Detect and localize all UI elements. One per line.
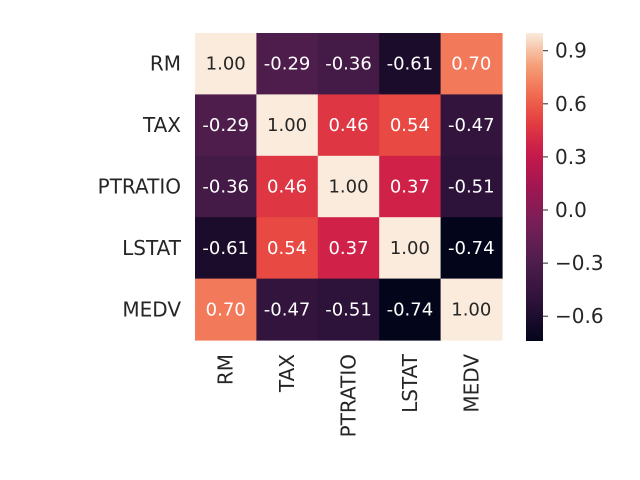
heatmap-cell-1-2 <box>317 94 380 157</box>
colorbar-tick-label-5: −0.6 <box>555 304 604 328</box>
heatmap-cell-4-0 <box>195 278 257 341</box>
row-label-1: TAX <box>142 113 181 137</box>
cell-annotation-4-0: 0.70 <box>206 299 246 320</box>
colorbar-tick-label-2: 0.3 <box>555 145 587 169</box>
heatmap-cell-2-4 <box>440 155 503 218</box>
heatmap-cell-3-2 <box>317 217 380 280</box>
cell-annotation-4-4: 1.00 <box>451 299 491 320</box>
heatmap-cell-3-0 <box>195 217 257 280</box>
heatmap-cell-3-3 <box>379 217 442 280</box>
row-label-3: LSTAT <box>122 236 182 260</box>
cell-annotation-4-3: -0.74 <box>387 299 434 320</box>
cell-annotation-3-0: -0.61 <box>202 238 249 259</box>
cell-annotation-3-3: 1.00 <box>390 238 430 259</box>
row-label-4: MEDV <box>122 297 181 321</box>
heatmap-cell-0-1 <box>256 33 319 95</box>
heatmap-cell-3-1 <box>256 217 319 280</box>
colorbar-gradient <box>526 33 543 341</box>
cell-annotation-2-0: -0.36 <box>202 177 249 198</box>
cell-annotation-4-2: -0.51 <box>325 299 372 320</box>
heatmap-cell-4-1 <box>256 278 319 341</box>
colorbar-tick-label-4: −0.3 <box>555 251 604 275</box>
colorbar-tick-label-3: 0.0 <box>555 198 587 222</box>
cell-annotation-2-2: 1.00 <box>328 177 368 198</box>
colorbar-tick-label-1: 0.6 <box>555 92 587 116</box>
cell-annotation-0-2: -0.36 <box>325 54 372 75</box>
cell-annotation-0-1: -0.29 <box>264 54 311 75</box>
cell-annotation-1-2: 0.46 <box>328 115 368 136</box>
cell-annotation-2-1: 0.46 <box>267 177 307 198</box>
heatmap-cell-0-4 <box>440 33 503 95</box>
heatmap-cell-4-3 <box>379 278 442 341</box>
cell-annotation-3-4: -0.74 <box>448 238 495 259</box>
cell-annotation-2-3: 0.37 <box>390 177 430 198</box>
cell-annotation-2-4: -0.51 <box>448 177 495 198</box>
column-label-0: RM <box>214 354 238 385</box>
cell-annotation-4-1: -0.47 <box>264 299 311 320</box>
row-label-0: RM <box>150 52 181 76</box>
column-label-3: LSTAT <box>398 353 422 413</box>
heatmap-cell-4-2 <box>317 278 380 341</box>
cell-annotation-0-0: 1.00 <box>206 54 246 75</box>
cell-annotation-1-0: -0.29 <box>202 115 249 136</box>
heatmap-cell-3-4 <box>440 217 503 280</box>
colorbar: 0.9 0.6 0.3 0.0 −0.3 −0.6 <box>526 33 604 341</box>
cell-annotation-3-1: 0.54 <box>267 238 307 259</box>
cell-annotation-1-1: 1.00 <box>267 115 307 136</box>
cell-annotation-0-4: 0.70 <box>451 54 491 75</box>
heatmap-cell-1-3 <box>379 94 442 157</box>
heatmap-cell-1-1 <box>256 94 319 157</box>
heatmap-cell-2-2 <box>317 155 380 218</box>
column-label-2: PTRATIO <box>337 354 361 437</box>
cell-annotation-3-2: 0.37 <box>328 238 368 259</box>
heatmap-cell-0-2 <box>317 33 380 95</box>
heatmap-cell-2-1 <box>256 155 319 218</box>
heatmap-cell-1-4 <box>440 94 503 157</box>
heatmap-cell-0-0 <box>195 33 257 95</box>
heatmap-cell-4-4 <box>440 278 503 341</box>
row-labels: RM TAX PTRATIO LSTAT MEDV <box>98 52 182 322</box>
row-label-2: PTRATIO <box>98 175 181 199</box>
heatmap-cells: 1.00 -0.29 -0.36 -0.61 0.70 -0.29 1.00 0.46 0.54… <box>195 33 503 341</box>
colorbar-tick-label-0: 0.9 <box>555 39 587 63</box>
heatmap-cell-1-0 <box>195 94 257 157</box>
heatmap-cell-2-0 <box>195 155 257 218</box>
column-labels: RM TAX PTRATIO LSTAT MEDV <box>214 353 484 437</box>
cell-annotation-0-3: -0.61 <box>387 54 434 75</box>
cell-annotation-1-4: -0.47 <box>448 115 495 136</box>
heatmap-cell-0-3 <box>379 33 442 95</box>
column-label-1: TAX <box>275 354 299 393</box>
heatmap-cell-2-3 <box>379 155 442 218</box>
column-label-4: MEDV <box>459 354 483 413</box>
cell-annotation-1-3: 0.54 <box>390 115 430 136</box>
